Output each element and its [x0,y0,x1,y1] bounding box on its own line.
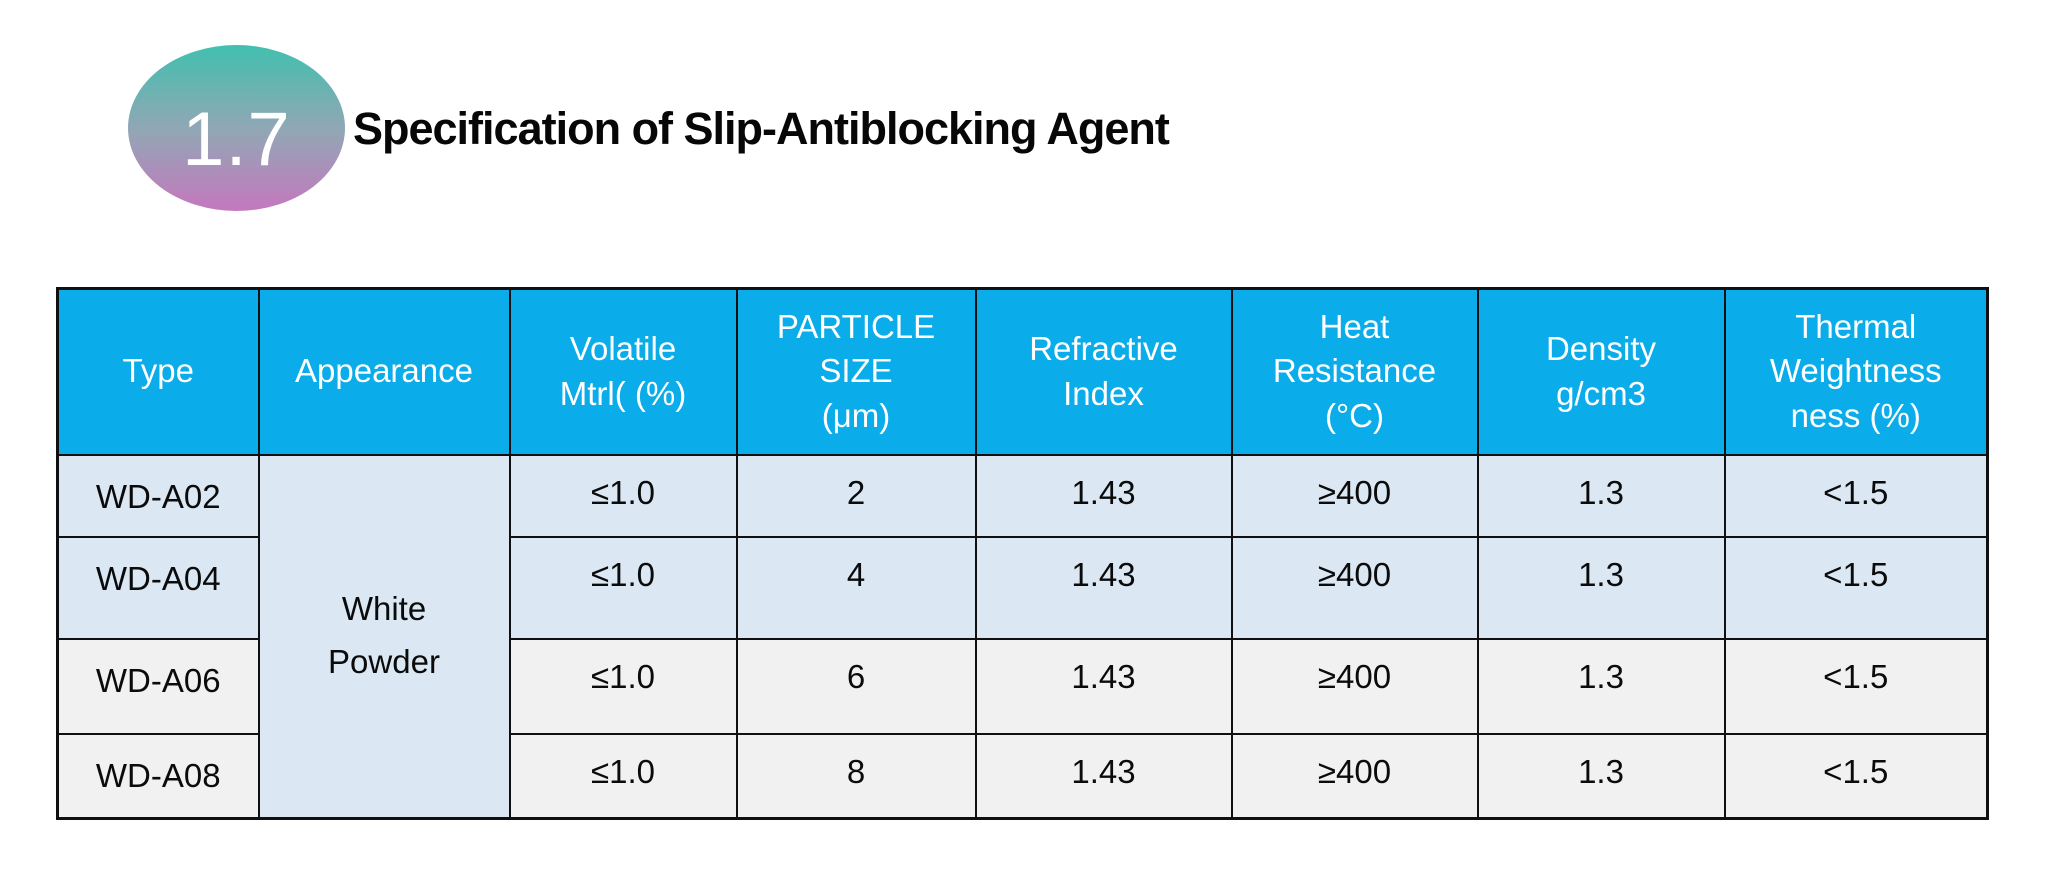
cell-density: 1.3 [1476,535,1726,640]
page-title: Specification of Slip-Antiblocking Agent [353,103,1170,154]
cell-type: WD-A06 [56,637,260,735]
cell-thermal-weightness: <1.5 [1723,535,1989,640]
cell-thermal-weightness: <1.5 [1723,732,1989,820]
cell-particle-size: 4 [735,535,977,640]
cell-density: 1.3 [1476,453,1726,538]
col-header-particle-size: PARTICLE SIZE (μm) [735,287,977,456]
cell-heat-resistance: ≥400 [1230,535,1479,640]
cell-refractive-index: 1.43 [974,453,1233,538]
cell-volatile: ≤1.0 [508,453,738,538]
cell-particle-size: 6 [735,637,977,735]
col-header-refractive-index: Refractive Index [974,287,1233,456]
cell-refractive-index: 1.43 [974,732,1233,820]
section-number: 1.7 [182,96,291,182]
cell-type: WD-A04 [56,535,260,640]
cell-density: 1.3 [1476,732,1726,820]
col-header-appearance: Appearance [257,287,511,456]
cell-appearance-merged: White Powder [257,453,511,820]
section-number-badge: 1.7 [128,45,345,211]
cell-heat-resistance: ≥400 [1230,732,1479,820]
col-header-density: Density g/cm3 [1476,287,1726,456]
col-header-type: Type [56,287,260,456]
cell-refractive-index: 1.43 [974,637,1233,735]
table-row: WD-A04 ≤1.0 4 1.43 ≥400 1.3 <1.5 [56,535,1989,640]
table-row: WD-A06 ≤1.0 6 1.43 ≥400 1.3 <1.5 [56,637,1989,735]
col-header-thermal-weightness: Thermal Weightness ness (%) [1723,287,1989,456]
cell-heat-resistance: ≥400 [1230,453,1479,538]
col-header-volatile: Volatile Mtrl( (%) [508,287,738,456]
cell-refractive-index: 1.43 [974,535,1233,640]
cell-particle-size: 2 [735,453,977,538]
table-row: WD-A02 White Powder ≤1.0 2 1.43 ≥400 1.3… [56,453,1989,820]
cell-heat-resistance: ≥400 [1230,637,1479,735]
table-row: WD-A08 ≤1.0 8 1.43 ≥400 1.3 <1.5 [56,732,1989,820]
cell-thermal-weightness: <1.5 [1723,637,1989,735]
cell-type: WD-A02 [56,453,260,538]
cell-volatile: ≤1.0 [508,637,738,735]
cell-volatile: ≤1.0 [508,535,738,640]
cell-density: 1.3 [1476,637,1726,735]
spec-table: Type Appearance Volatile Mtrl( (%) PARTI… [56,287,1989,820]
col-header-heat-resistance: Heat Resistance (°C) [1230,287,1479,456]
cell-thermal-weightness: <1.5 [1723,453,1989,538]
cell-particle-size: 8 [735,732,977,820]
header-row: Type Appearance Volatile Mtrl( (%) PARTI… [56,287,1989,456]
cell-type: WD-A08 [56,732,260,820]
cell-volatile: ≤1.0 [508,732,738,820]
